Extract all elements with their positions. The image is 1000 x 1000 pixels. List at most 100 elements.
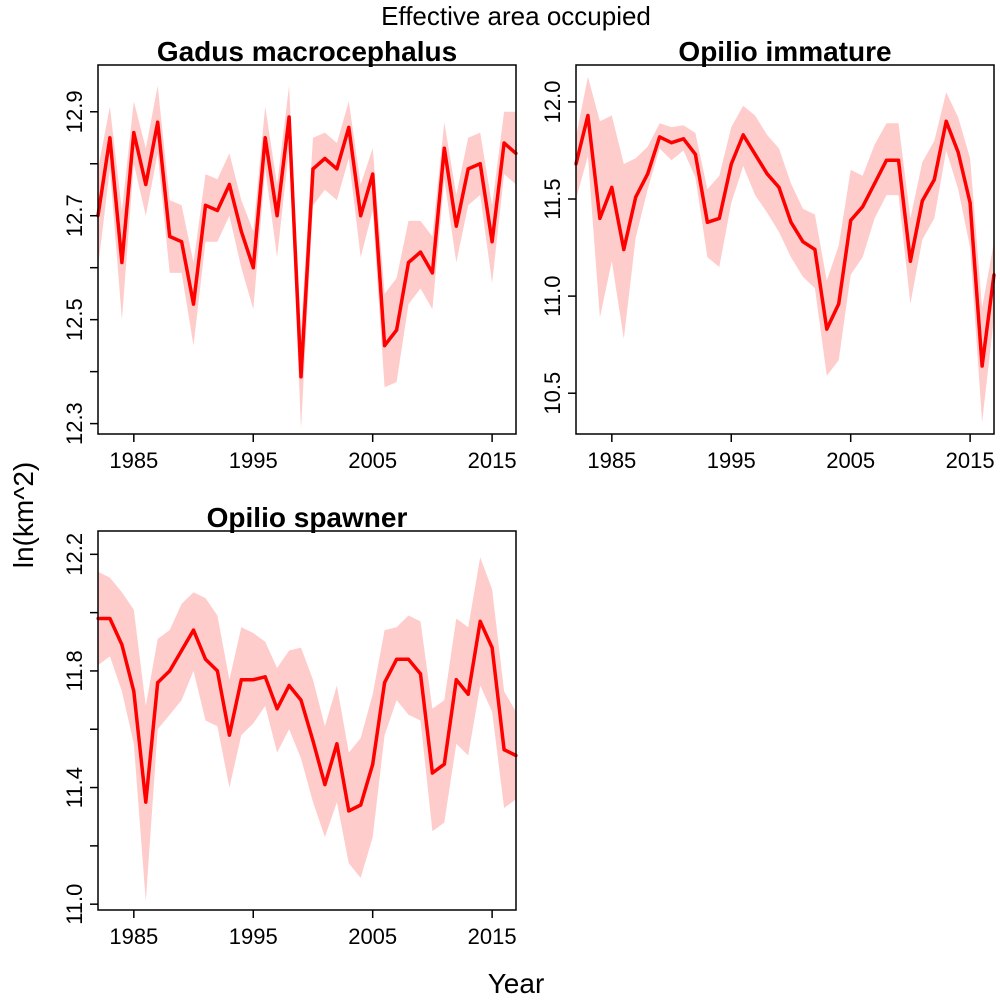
y-tick-label: 11.8	[62, 650, 87, 691]
data-point	[144, 800, 148, 804]
y-tick-label: 12.5	[62, 298, 87, 341]
data-point	[956, 150, 960, 154]
x-tick-label: 2015	[946, 448, 995, 473]
data-point	[156, 120, 160, 124]
data-point	[120, 260, 124, 265]
y-tick-label: 12.0	[540, 80, 565, 123]
data-point	[335, 167, 339, 171]
data-point	[646, 172, 650, 176]
data-point	[610, 185, 614, 189]
data-point	[454, 224, 458, 228]
data-point	[980, 364, 984, 368]
data-point	[168, 669, 172, 673]
data-point	[132, 131, 136, 135]
figure-title: Effective area occupied	[381, 1, 651, 31]
data-point	[383, 681, 387, 685]
data-point	[132, 689, 136, 693]
data-point	[299, 375, 303, 379]
data-point	[251, 678, 255, 682]
chart-panel-2: Opilio immature 1985 1995 2005 2015 10.5 11.0 1…	[540, 36, 996, 473]
data-point	[884, 158, 889, 162]
data-point	[669, 141, 674, 145]
data-point	[490, 240, 494, 244]
y-axis-title: ln(km^2)	[8, 462, 39, 568]
data-point	[227, 182, 231, 187]
data-point	[681, 137, 686, 141]
panel-title: Opilio immature	[678, 36, 891, 67]
data-point	[622, 247, 626, 252]
plot-frame	[97, 530, 517, 911]
panel-title: Gadus macrocephalus	[157, 36, 457, 67]
x-tick-label: 1985	[109, 924, 158, 949]
data-point	[837, 302, 841, 306]
data-point	[789, 220, 793, 224]
data-point	[801, 240, 805, 244]
y-tick-label: 12.2	[62, 533, 87, 576]
data-point	[586, 113, 590, 118]
data-point	[813, 247, 817, 252]
data-point	[896, 158, 901, 162]
data-point	[454, 678, 458, 682]
chart-panel-1: Gadus macrocephalus 1985 1995 2005 2015 12.3 1…	[62, 36, 518, 473]
x-axis-title: Year	[488, 968, 545, 999]
data-point	[108, 136, 112, 140]
data-point	[418, 672, 423, 676]
data-point	[406, 260, 411, 265]
data-point	[191, 302, 196, 306]
data-point	[371, 172, 375, 176]
data-point	[227, 733, 231, 737]
y-tick-label: 12.9	[62, 90, 87, 133]
data-point	[406, 657, 411, 661]
data-point	[466, 692, 470, 696]
y-tick-label: 11.4	[62, 767, 87, 808]
data-point	[777, 185, 781, 189]
x-tick-label: 2005	[826, 448, 875, 473]
data-point	[263, 136, 267, 140]
data-point	[359, 214, 363, 218]
x-tick-label: 2015	[468, 448, 517, 473]
data-point	[908, 259, 913, 263]
y-tick-label: 11.5	[540, 178, 565, 219]
data-point	[765, 172, 769, 176]
data-point	[251, 266, 255, 270]
data-point	[442, 146, 446, 150]
data-point	[478, 162, 482, 166]
panel-title: Opilio spawner	[207, 502, 408, 533]
data-point	[873, 181, 877, 186]
data-point	[490, 646, 494, 650]
data-point	[168, 234, 172, 239]
data-point	[753, 152, 757, 156]
data-point	[395, 657, 399, 661]
data-point	[311, 739, 315, 743]
data-point	[299, 698, 303, 702]
data-point	[729, 162, 733, 166]
estimate-line	[574, 113, 996, 368]
x-tick-label: 1995	[707, 448, 756, 473]
data-point	[323, 783, 327, 787]
estimate-line	[98, 616, 517, 813]
data-point	[825, 327, 829, 331]
data-point	[849, 218, 853, 222]
data-point	[717, 216, 721, 220]
chart-panel-3: Opilio spawner 1985 1995 2005 2015 11.0 11.4 11…	[62, 502, 518, 949]
data-point	[347, 125, 351, 129]
data-point	[705, 220, 710, 224]
data-point	[180, 648, 184, 653]
data-point	[430, 271, 434, 275]
data-point	[502, 141, 506, 145]
data-point	[430, 771, 434, 775]
data-point	[215, 208, 219, 213]
data-point	[215, 669, 219, 673]
data-point	[156, 681, 160, 685]
data-point	[275, 214, 279, 218]
data-point	[598, 216, 602, 220]
data-point	[932, 178, 936, 182]
data-point	[693, 152, 698, 156]
x-tick-label: 1985	[109, 448, 158, 473]
panels: Gadus macrocephalus 1985 1995 2005 2015 12.3 1…	[62, 36, 996, 949]
data-point	[144, 182, 148, 187]
data-point	[180, 240, 184, 244]
y-tick-label: 12.3	[62, 402, 87, 445]
data-point	[502, 748, 506, 752]
x-tick-label: 2005	[348, 448, 397, 473]
